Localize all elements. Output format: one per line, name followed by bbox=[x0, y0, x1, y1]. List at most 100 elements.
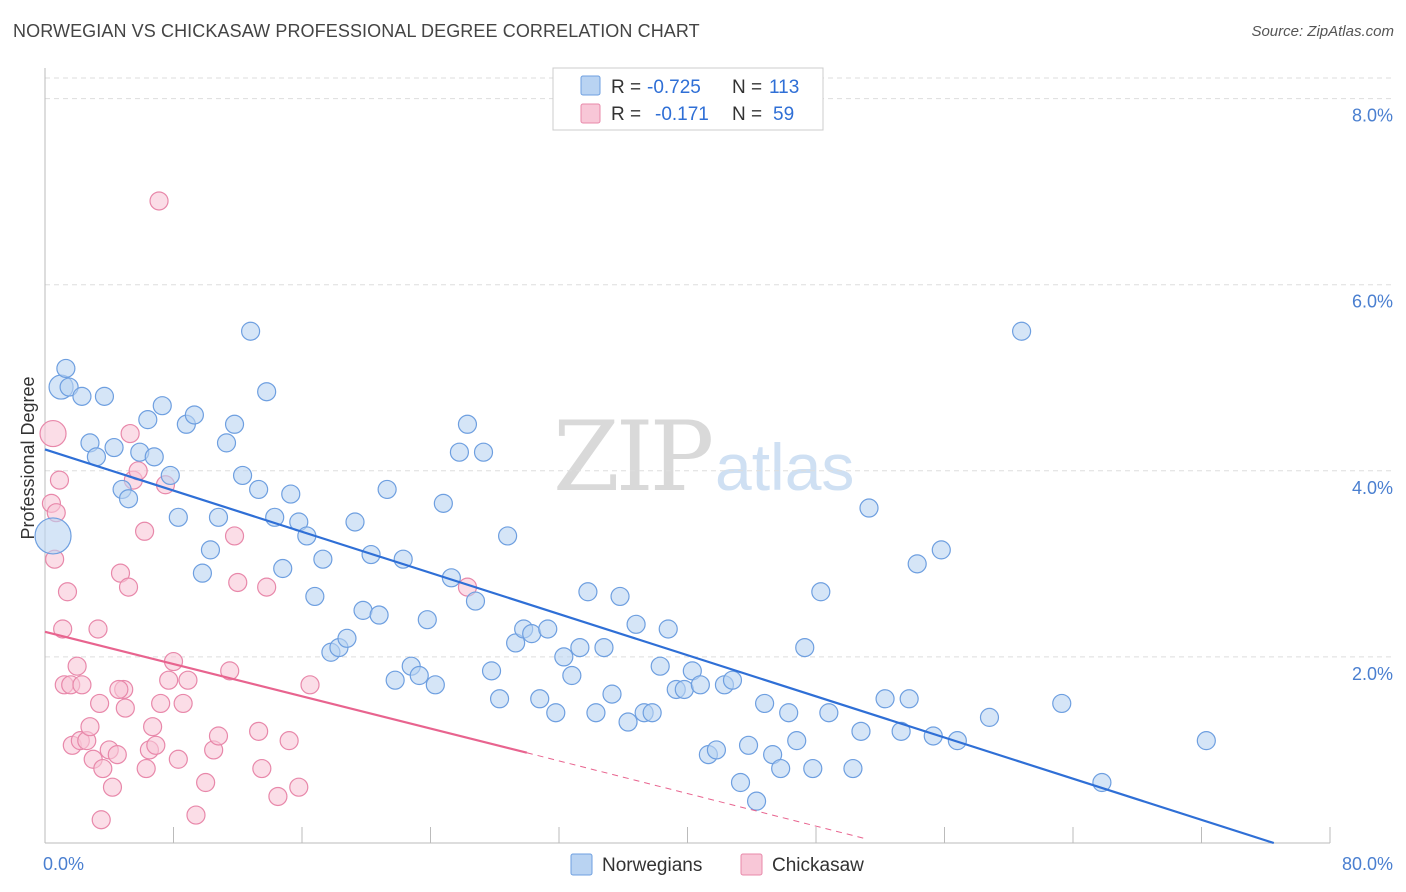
bottom-legend-swatch-chickasaw bbox=[740, 853, 763, 876]
data-point-norwegians bbox=[160, 465, 180, 486]
legend-r-value-norwegians: -0.725 bbox=[647, 77, 701, 98]
data-point-chickasaw bbox=[109, 679, 129, 700]
data-point-norwegians bbox=[851, 721, 871, 741]
data-point-chickasaw bbox=[102, 777, 123, 797]
data-point-norwegians bbox=[144, 447, 164, 467]
data-point-norwegians bbox=[610, 586, 630, 607]
data-point-norwegians bbox=[94, 386, 115, 406]
data-point-chickasaw bbox=[159, 670, 179, 690]
data-point-norwegians bbox=[530, 689, 550, 709]
data-point-norwegians bbox=[578, 582, 598, 602]
data-point-chickasaw bbox=[57, 582, 78, 602]
data-point-norwegians bbox=[345, 512, 365, 532]
data-point-chickasaw bbox=[53, 619, 73, 639]
data-point-chickasaw bbox=[208, 726, 229, 746]
x-tick-label-max: 80.0% bbox=[1342, 854, 1393, 874]
data-point-norwegians bbox=[192, 563, 213, 583]
watermark-zip: ZIP bbox=[553, 401, 712, 513]
data-point-norwegians bbox=[803, 758, 823, 779]
data-point-norwegians bbox=[618, 712, 638, 732]
data-point-norwegians bbox=[152, 396, 172, 416]
data-point-norwegians bbox=[257, 382, 277, 402]
data-point-chickasaw bbox=[228, 572, 248, 593]
data-point-norwegians bbox=[34, 517, 72, 555]
data-point-norwegians bbox=[457, 414, 478, 434]
data-point-norwegians bbox=[979, 707, 1000, 727]
data-point-norwegians bbox=[586, 703, 606, 723]
trend-line-norwegians bbox=[44, 448, 1275, 845]
data-point-norwegians bbox=[738, 735, 759, 755]
watermark-atlas: atlas bbox=[715, 430, 854, 504]
data-point-norwegians bbox=[385, 670, 405, 690]
data-point-chickasaw bbox=[196, 772, 216, 793]
x-tick-label-min: 0.0% bbox=[43, 854, 84, 874]
data-point-chickasaw bbox=[107, 745, 127, 765]
data-point-norwegians bbox=[353, 600, 373, 620]
bottom-legend-swatch-norwegians bbox=[570, 853, 593, 876]
data-point-norwegians bbox=[602, 684, 622, 704]
y-tick-label: 8.0% bbox=[1352, 106, 1393, 126]
y-tick-label: 4.0% bbox=[1352, 478, 1393, 498]
source-note: Source: ZipAtlas.com bbox=[1251, 23, 1394, 40]
data-point-norwegians bbox=[754, 693, 775, 714]
data-point-norwegians bbox=[594, 637, 614, 658]
legend-r-label: R = bbox=[611, 104, 641, 125]
data-point-chickasaw bbox=[115, 698, 135, 718]
data-point-norwegians bbox=[771, 758, 791, 779]
data-point-norwegians bbox=[232, 465, 253, 486]
data-point-norwegians bbox=[1196, 731, 1216, 751]
data-point-chickasaw bbox=[67, 656, 87, 676]
bottom-legend-chickasaw: Chickasaw bbox=[772, 855, 864, 876]
legend-n-label: N = bbox=[732, 77, 762, 98]
data-point-chickasaw bbox=[168, 749, 188, 769]
y-tick-label: 2.0% bbox=[1352, 664, 1393, 684]
watermark: ZIP atlas bbox=[553, 401, 854, 513]
y-axis-label: Professional Degree bbox=[18, 376, 38, 539]
legend-r-label: R = bbox=[611, 77, 641, 98]
data-point-norwegians bbox=[184, 405, 204, 425]
data-point-chickasaw bbox=[146, 735, 166, 755]
data-point-norwegians bbox=[369, 605, 389, 625]
data-point-norwegians bbox=[1011, 321, 1032, 341]
legend: R = -0.725 N = 113 R = -0.171 N = 59 bbox=[552, 67, 824, 131]
data-point-norwegians bbox=[522, 624, 542, 644]
series-chickasaw bbox=[39, 191, 478, 830]
trend-lines bbox=[44, 448, 1275, 845]
legend-r-value-chickasaw: -0.171 bbox=[655, 104, 709, 125]
data-point-norwegians bbox=[891, 721, 911, 741]
tick-labels: 2.0% 4.0% 6.0% 8.0% 0.0% 80.0% bbox=[43, 106, 1393, 874]
data-point-norwegians bbox=[658, 619, 678, 639]
data-point-norwegians bbox=[706, 740, 727, 760]
data-point-norwegians bbox=[722, 670, 743, 690]
data-point-norwegians bbox=[875, 689, 895, 709]
data-point-norwegians bbox=[249, 479, 269, 500]
data-point-chickasaw bbox=[268, 786, 288, 807]
data-point-chickasaw bbox=[300, 675, 320, 695]
axes bbox=[44, 68, 1331, 844]
data-point-norwegians bbox=[409, 665, 429, 686]
data-point-chickasaw bbox=[224, 526, 245, 546]
data-point-norwegians bbox=[489, 689, 510, 709]
data-point-norwegians bbox=[779, 703, 799, 723]
data-point-norwegians bbox=[465, 591, 486, 611]
data-point-chickasaw bbox=[93, 758, 113, 779]
data-point-norwegians bbox=[931, 540, 951, 560]
data-point-chickasaw bbox=[143, 717, 163, 737]
data-point-norwegians bbox=[56, 358, 76, 379]
data-point-norwegians bbox=[787, 731, 807, 751]
data-point-norwegians bbox=[899, 689, 919, 709]
data-point-norwegians bbox=[690, 675, 710, 695]
data-point-norwegians bbox=[746, 791, 767, 811]
data-point-chickasaw bbox=[39, 419, 67, 448]
data-point-chickasaw bbox=[49, 470, 70, 490]
data-point-chickasaw bbox=[151, 693, 171, 714]
data-point-norwegians bbox=[168, 507, 188, 527]
data-point-chickasaw bbox=[252, 758, 272, 779]
data-point-norwegians bbox=[59, 377, 79, 397]
data-point-norwegians bbox=[224, 414, 245, 434]
data-point-norwegians bbox=[795, 637, 815, 658]
data-point-norwegians bbox=[200, 540, 221, 560]
data-point-norwegians bbox=[273, 558, 293, 579]
legend-n-value-chickasaw: 59 bbox=[773, 104, 794, 125]
